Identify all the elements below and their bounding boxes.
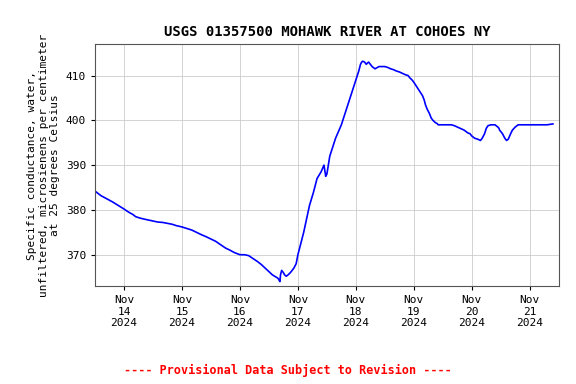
Y-axis label: Specific conductance, water,
unfiltered, microsienens per centimeter
at 25 degre: Specific conductance, water, unfiltered,… — [27, 33, 60, 297]
Text: ---- Provisional Data Subject to Revision ----: ---- Provisional Data Subject to Revisio… — [124, 364, 452, 377]
Title: USGS 01357500 MOHAWK RIVER AT COHOES NY: USGS 01357500 MOHAWK RIVER AT COHOES NY — [164, 25, 490, 39]
